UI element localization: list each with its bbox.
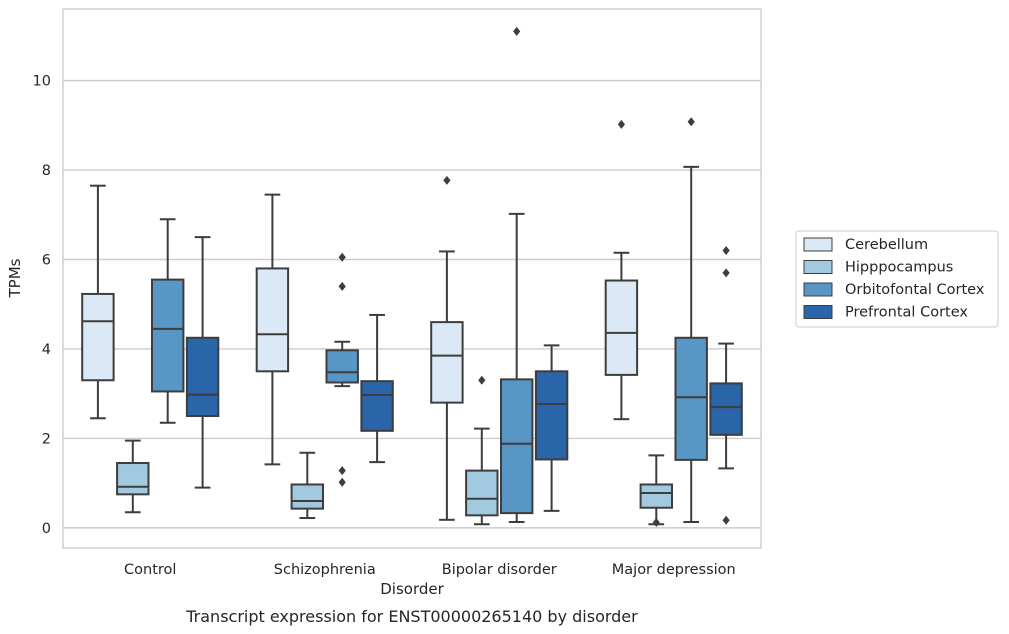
box-iqr	[290, 483, 325, 510]
box-plot	[709, 246, 743, 525]
box-plot	[604, 119, 639, 421]
legend-swatch	[803, 282, 833, 297]
outlier-point	[687, 117, 695, 127]
chart-title: Transcript expression for ENST0000026514…	[185, 607, 638, 626]
outlier-point	[652, 518, 660, 528]
y-tick-label: 4	[42, 342, 51, 358]
y-tick-labels: 0 2 4 6 8 10	[33, 74, 51, 537]
legend-label: Prefrontal Cortex	[845, 305, 968, 321]
outlier-point	[338, 252, 346, 262]
outlier-point	[338, 281, 346, 291]
y-tick-label: 0	[42, 521, 51, 537]
x-tick-label: Bipolar disorder	[442, 562, 557, 578]
legend-swatch	[803, 237, 833, 252]
y-tick-label: 8	[42, 163, 51, 179]
plot-frame	[62, 8, 762, 549]
y-tick-label: 6	[42, 252, 51, 268]
legend-frame	[795, 230, 999, 328]
box-plot	[290, 451, 325, 520]
box-plot	[325, 252, 359, 487]
legend-swatch	[803, 260, 833, 274]
box-iqr	[185, 336, 220, 418]
box-iqr	[534, 370, 569, 461]
box-iqr	[430, 321, 464, 404]
box-iqr	[116, 462, 150, 496]
legend-label: Hipppocampus	[845, 260, 953, 276]
box-plot	[534, 344, 569, 512]
box-plot	[150, 218, 185, 424]
outlier-point	[338, 477, 346, 487]
box-iqr	[709, 382, 743, 436]
box-plot	[465, 375, 499, 526]
box-iqr	[674, 336, 708, 461]
box-iqr	[255, 267, 290, 373]
box-iqr	[150, 278, 185, 393]
x-axis-label: Disorder	[380, 580, 444, 598]
x-tick-labels: Control Schizophrenia Bipolar disorder Majo…	[124, 562, 736, 578]
box-plot	[255, 193, 290, 466]
box-iqr	[360, 380, 394, 432]
x-tick-label: Major depression	[612, 562, 736, 578]
outlier-point	[443, 175, 451, 185]
box-iqr	[465, 469, 499, 517]
legend-label: Orbitofontal Cortex	[845, 282, 985, 298]
outlier-point	[478, 375, 486, 385]
x-tick-label: Schizophrenia	[274, 562, 376, 578]
box-plot	[360, 313, 394, 464]
box-iqr	[639, 483, 674, 509]
box-plot	[81, 184, 115, 420]
box-plot	[499, 26, 534, 524]
y-axis-label: TPMs	[6, 258, 24, 298]
y-tick-label: 10	[33, 74, 51, 90]
outlier-point	[722, 268, 730, 278]
outlier-point	[338, 466, 346, 476]
box-plot	[185, 236, 220, 489]
legend: Cerebellum Hipppocampus Orbitofontal Corte…	[795, 230, 999, 328]
box-plot	[116, 439, 150, 514]
legend-swatch	[803, 305, 833, 319]
box-iqr	[604, 279, 639, 376]
legend-label: Cerebellum	[845, 237, 928, 253]
box-iqr	[499, 378, 534, 515]
outlier-point	[722, 515, 730, 525]
y-tick-label: 2	[42, 431, 51, 447]
box-iqr	[325, 349, 359, 384]
box-iqr	[81, 292, 115, 382]
box-plots	[81, 26, 743, 528]
box-plot	[430, 175, 464, 521]
box-plot	[639, 454, 674, 528]
outlier-point	[513, 26, 521, 36]
outlier-point	[617, 119, 625, 129]
box-plot	[674, 117, 708, 524]
outlier-point	[722, 246, 730, 256]
x-tick-label: Control	[124, 562, 176, 578]
